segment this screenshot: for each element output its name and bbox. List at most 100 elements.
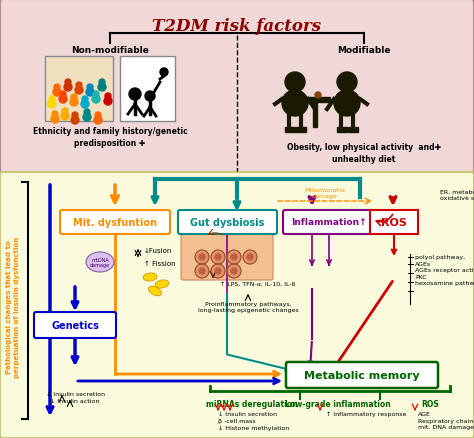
Circle shape [61, 113, 69, 121]
Text: Low-grade inflammation: Low-grade inflammation [285, 399, 391, 408]
Circle shape [231, 268, 237, 274]
Circle shape [53, 89, 61, 97]
Circle shape [59, 96, 67, 104]
Circle shape [231, 254, 237, 261]
FancyBboxPatch shape [34, 312, 116, 338]
FancyBboxPatch shape [283, 211, 375, 234]
Ellipse shape [143, 273, 157, 282]
Bar [305, 98, 330, 103]
FancyBboxPatch shape [370, 211, 418, 234]
Circle shape [337, 73, 357, 93]
Circle shape [199, 254, 205, 261]
FancyBboxPatch shape [286, 362, 438, 388]
FancyBboxPatch shape [181, 234, 273, 280]
Ellipse shape [86, 252, 114, 272]
Circle shape [71, 117, 79, 125]
Circle shape [195, 265, 209, 279]
Circle shape [243, 251, 257, 265]
Circle shape [145, 92, 155, 102]
Circle shape [65, 80, 71, 86]
Circle shape [48, 101, 56, 109]
Circle shape [99, 80, 105, 86]
Circle shape [54, 85, 60, 91]
Circle shape [71, 95, 77, 101]
Circle shape [247, 254, 253, 261]
Circle shape [215, 268, 221, 274]
Circle shape [84, 110, 90, 116]
Circle shape [64, 84, 72, 92]
Circle shape [211, 265, 225, 279]
Text: miRNAs deregulation: miRNAs deregulation [206, 399, 298, 408]
Text: Pathological changes that lead to
perpetuation of insulin dysfunction: Pathological changes that lead to perpet… [6, 236, 20, 377]
Circle shape [129, 89, 141, 101]
Text: Proinflammatory pathways,
long-lasting epigenetic changes: Proinflammatory pathways, long-lasting e… [198, 301, 298, 312]
Circle shape [160, 69, 168, 77]
Circle shape [49, 97, 55, 103]
Text: ↓Fusion: ↓Fusion [144, 247, 173, 254]
Ellipse shape [334, 91, 360, 117]
Bar [348, 128, 358, 133]
Bar [285, 128, 295, 133]
Ellipse shape [148, 286, 162, 296]
Text: T2DM risk factors: T2DM risk factors [153, 18, 321, 35]
Text: ROS: ROS [381, 218, 407, 227]
Text: Modifiable: Modifiable [337, 46, 391, 55]
Circle shape [76, 83, 82, 89]
Circle shape [94, 117, 102, 125]
Circle shape [81, 101, 89, 109]
Circle shape [227, 265, 241, 279]
FancyBboxPatch shape [60, 211, 170, 234]
Circle shape [105, 94, 111, 100]
Bar [313, 100, 317, 128]
Text: Gut dysbiosis: Gut dysbiosis [190, 218, 264, 227]
Circle shape [199, 268, 205, 274]
Ellipse shape [282, 91, 308, 117]
Text: Obesity, low physical activity  and✚
unhealthy diet: Obesity, low physical activity and✚ unhe… [287, 143, 441, 163]
Text: ER, metabolic &
oxidative stress↑: ER, metabolic & oxidative stress↑ [440, 190, 474, 201]
FancyBboxPatch shape [178, 211, 277, 234]
Circle shape [83, 114, 91, 122]
Circle shape [211, 251, 225, 265]
Text: Metabolic memory: Metabolic memory [304, 370, 420, 380]
Text: Mit. dysfuntion: Mit. dysfuntion [73, 218, 157, 227]
Circle shape [82, 97, 88, 103]
Circle shape [72, 113, 78, 119]
FancyBboxPatch shape [0, 0, 474, 176]
Text: polyol pathway,
AGEs
AGEs receptor activity
PKC
hexosamine pathway: polyol pathway, AGEs AGEs receptor activ… [415, 254, 474, 286]
Bar [296, 128, 306, 133]
Text: AGE
Respiratory chain &
mit. DNA damage: AGE Respiratory chain & mit. DNA damage [418, 411, 474, 429]
Circle shape [95, 113, 101, 119]
Circle shape [51, 116, 59, 124]
Circle shape [62, 109, 68, 115]
Circle shape [315, 93, 321, 99]
Text: Ethnicity and family history/genetic
predisposition ✚: Ethnicity and family history/genetic pre… [33, 127, 187, 148]
Text: ↓ Insulin secretion
↓ Insulin action: ↓ Insulin secretion ↓ Insulin action [46, 391, 104, 403]
FancyBboxPatch shape [0, 173, 474, 438]
Ellipse shape [155, 280, 169, 289]
Circle shape [104, 98, 112, 106]
Circle shape [60, 92, 66, 98]
Text: Non-modifiable: Non-modifiable [71, 46, 149, 55]
Text: ↑ LPS, TFN-α, IL-10, IL-6: ↑ LPS, TFN-α, IL-10, IL-6 [220, 281, 295, 286]
Circle shape [93, 92, 99, 98]
Circle shape [86, 89, 94, 97]
Circle shape [92, 96, 100, 104]
Text: Genetics: Genetics [51, 320, 99, 330]
Text: ↓ Insulin secretion
β -cell mass
↓ Histone methylation: ↓ Insulin secretion β -cell mass ↓ Histo… [218, 411, 289, 430]
Bar [120, 57, 175, 122]
Circle shape [215, 254, 221, 261]
Bar [45, 57, 113, 122]
Bar [337, 128, 347, 133]
Circle shape [195, 251, 209, 265]
Text: ↑ Inflammatory response: ↑ Inflammatory response [326, 411, 406, 417]
Circle shape [75, 87, 83, 95]
Text: Inflammation↑: Inflammation↑ [291, 218, 367, 227]
Circle shape [227, 251, 241, 265]
Circle shape [52, 112, 58, 118]
Circle shape [98, 84, 106, 92]
Text: mtDNA
damage: mtDNA damage [90, 257, 110, 268]
Text: Mitochondria
damage: Mitochondria damage [304, 188, 346, 198]
Circle shape [87, 85, 93, 91]
Circle shape [285, 73, 305, 93]
Text: ↑ Fission: ↑ Fission [144, 261, 176, 266]
